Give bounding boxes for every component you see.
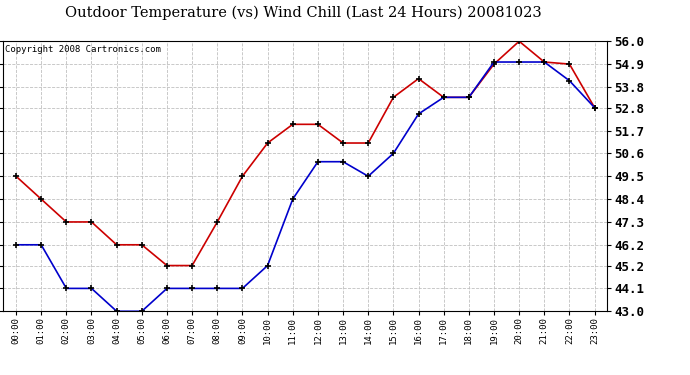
Text: Outdoor Temperature (vs) Wind Chill (Last 24 Hours) 20081023: Outdoor Temperature (vs) Wind Chill (Las… [66,6,542,20]
Text: Copyright 2008 Cartronics.com: Copyright 2008 Cartronics.com [5,45,161,54]
